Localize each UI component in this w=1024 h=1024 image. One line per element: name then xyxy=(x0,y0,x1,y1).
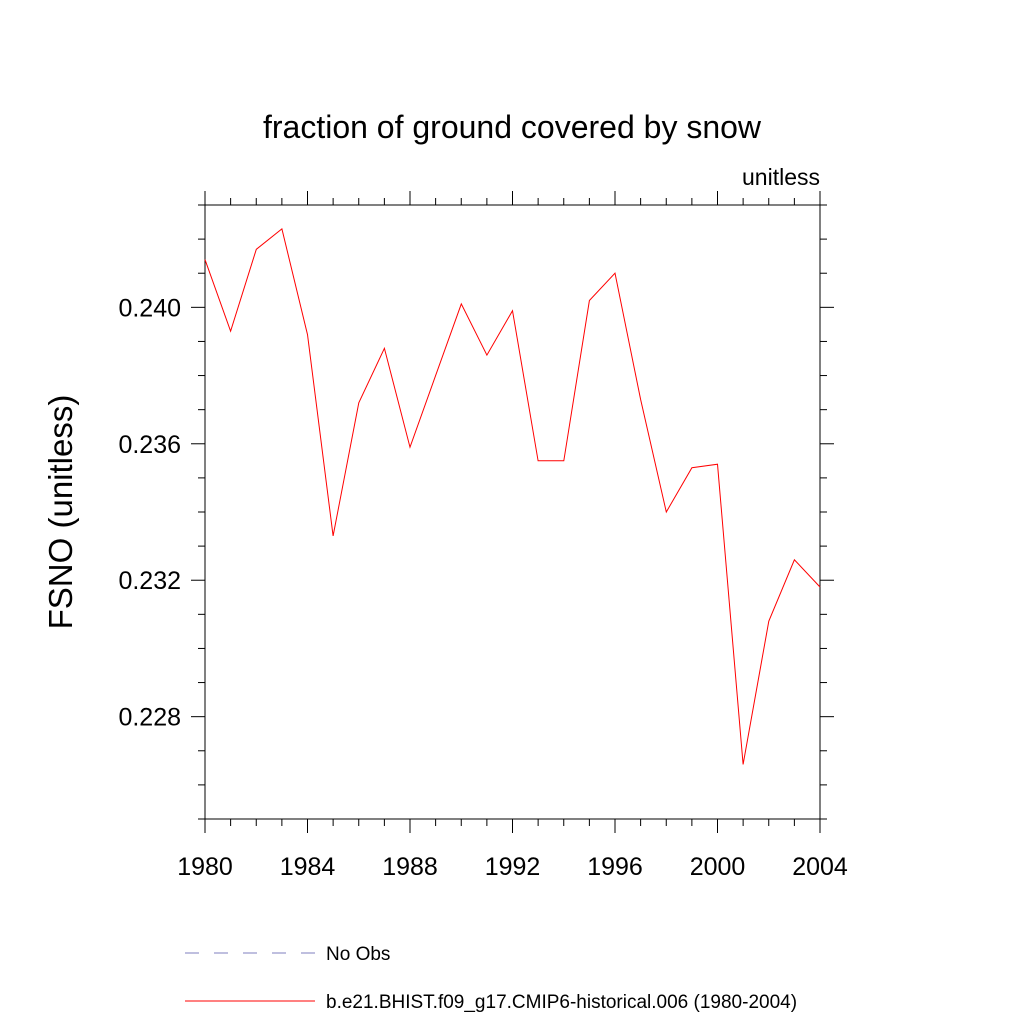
x-axis: 1980 1984 1988 1992 1996 2000 2004 xyxy=(177,191,848,881)
x-tick-label: 1980 xyxy=(177,853,233,881)
x-tick-label: 2004 xyxy=(792,853,848,881)
y-axis-label: FSNO (unitless) xyxy=(42,395,79,630)
units-label: unitless xyxy=(742,164,820,190)
legend-label-model-run: b.e21.BHIST.f09_g17.CMIP6-historical.006… xyxy=(326,992,797,1013)
legend-item-model-run: b.e21.BHIST.f09_g17.CMIP6-historical.006… xyxy=(185,992,797,1013)
x-tick-label: 1988 xyxy=(382,853,438,881)
x-tick-label: 2000 xyxy=(690,853,746,881)
y-tick-label: 0.228 xyxy=(118,704,181,732)
y-tick-label: 0.236 xyxy=(118,431,181,459)
series-line xyxy=(204,228,821,765)
x-tick-label: 1996 xyxy=(587,853,643,881)
legend-label-no-obs: No Obs xyxy=(326,944,390,965)
y-axis: 0.228 0.232 0.236 0.240 xyxy=(118,204,834,820)
x-tick-label: 1984 xyxy=(280,853,336,881)
x-tick-label: 1992 xyxy=(485,853,541,881)
legend: No Obs b.e21.BHIST.f09_g17.CMIP6-histori… xyxy=(185,944,797,1013)
y-tick-label: 0.240 xyxy=(118,294,181,322)
plot-frame xyxy=(204,204,821,820)
series-layer xyxy=(204,228,821,765)
chart-title: fraction of ground covered by snow xyxy=(263,109,762,145)
legend-item-no-obs: No Obs xyxy=(185,944,390,965)
y-tick-label: 0.232 xyxy=(118,567,181,595)
